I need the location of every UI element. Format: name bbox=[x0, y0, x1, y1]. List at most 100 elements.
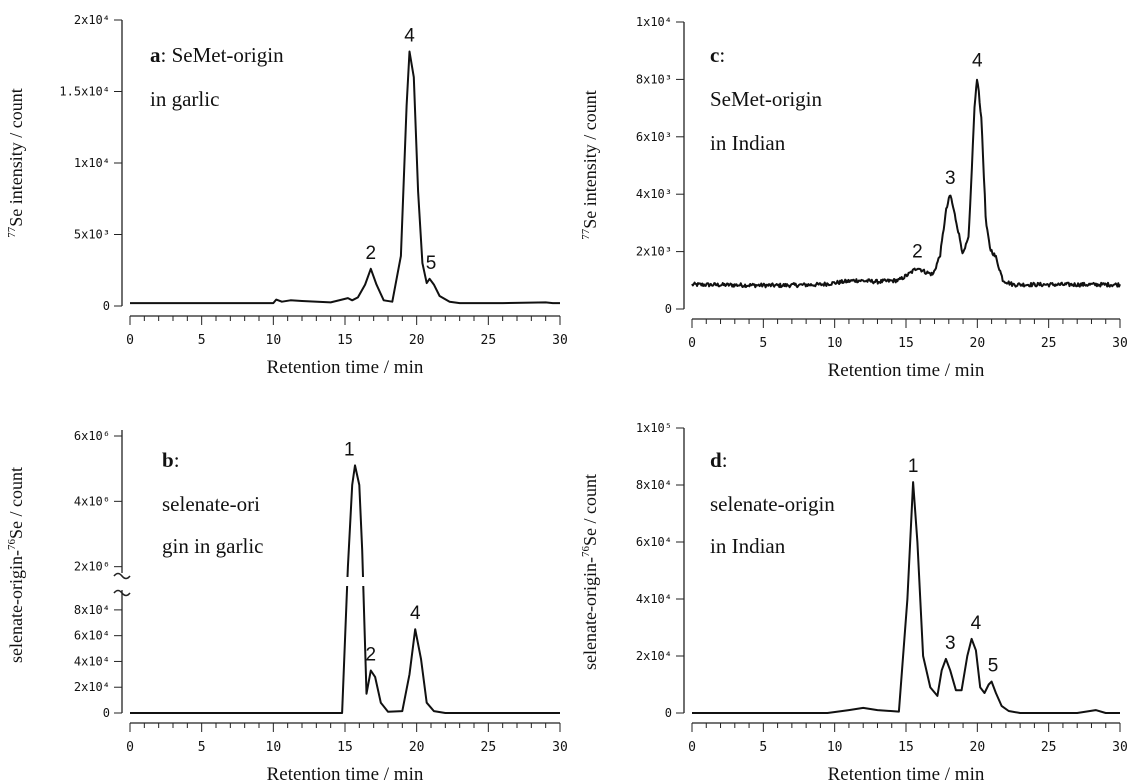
x-tick-label: 30 bbox=[1112, 740, 1128, 755]
y-tick-label: 0 bbox=[103, 706, 110, 720]
y-tick-label: 4x10⁴ bbox=[74, 654, 110, 668]
y-tick-label: 1x10⁵ bbox=[636, 421, 672, 435]
panel-letter: a bbox=[150, 43, 161, 67]
y-tick-label: 0 bbox=[103, 299, 110, 313]
x-axis-title: Retention time / min bbox=[828, 360, 985, 381]
x-axis-title: Retention time / min bbox=[267, 764, 424, 783]
peak-label-3: 3 bbox=[945, 633, 956, 654]
axis-break-mark bbox=[113, 589, 131, 597]
y-axis-title-text: Se intensity / count bbox=[6, 88, 26, 227]
y-axis-title-text: Se intensity / count bbox=[580, 90, 600, 229]
x-tick-label: 30 bbox=[552, 740, 568, 755]
chart-panel-b: 0 5 10 15 20 25 30 0 2x10⁴ 4x10⁴ 6x10⁴ 8x10⁴ 2x10⁶ 4x… bbox=[6, 429, 568, 783]
y-tick-label: 8x10⁴ bbox=[636, 478, 672, 492]
panel-label-line: in Indian bbox=[710, 534, 786, 558]
chromatogram-trace bbox=[691, 78, 1121, 289]
x-tick-label: 25 bbox=[1041, 740, 1057, 755]
y-axis-title-isotope: 76 bbox=[580, 546, 592, 558]
y-tick-label-upper: 4x10⁶ bbox=[74, 494, 110, 508]
x-tick-label: 25 bbox=[481, 333, 497, 348]
chart-panel-a: 0 5 10 15 20 25 3005x10³1x10⁴1.5x10⁴2x10⁴Reten… bbox=[6, 13, 568, 378]
y-axis-title: 77Se intensity / count bbox=[580, 90, 600, 240]
x-tick-label: 0 bbox=[688, 336, 696, 351]
panel-label-line: in Indian bbox=[710, 131, 786, 155]
axis-break-mark bbox=[113, 572, 131, 580]
y-axis-title-text: Se / count bbox=[580, 474, 600, 546]
peak-label-4: 4 bbox=[404, 25, 415, 46]
x-tick-label: 25 bbox=[481, 740, 497, 755]
peak-label-2: 2 bbox=[366, 243, 377, 264]
peak-label-4: 4 bbox=[971, 613, 982, 634]
x-tick-label: 0 bbox=[688, 740, 696, 755]
panel-label-line: d: bbox=[710, 448, 728, 472]
chart-panel-c: 0 5 10 15 20 25 30 0 2x10³ 4x10³ 6x10³ 8x10³ 1x10⁴ Re… bbox=[580, 15, 1128, 381]
x-tick-label: 15 bbox=[898, 740, 914, 755]
y-tick-label: 4x10³ bbox=[636, 187, 672, 201]
peak-label-1: 1 bbox=[908, 456, 919, 477]
y-tick-label: 1.5x10⁴ bbox=[59, 85, 110, 99]
y-axis-title-prefix: selenate-origin- bbox=[580, 557, 600, 670]
chromatogram-trace bbox=[692, 481, 1120, 714]
panel-label-line: a: SeMet-origin bbox=[150, 43, 284, 67]
y-axis-title-text: Se / count bbox=[6, 467, 26, 539]
y-tick-label: 6x10⁴ bbox=[636, 535, 672, 549]
peak-label-5: 5 bbox=[988, 656, 999, 677]
panel-letter: d bbox=[710, 448, 722, 472]
y-tick-label: 2x10⁴ bbox=[636, 649, 672, 663]
y-tick-label: 2x10³ bbox=[636, 245, 672, 259]
panel-label-text: : bbox=[719, 43, 725, 67]
y-axis-title-isotope: 76 bbox=[6, 539, 18, 551]
y-axis-title-isotope: 77 bbox=[6, 226, 18, 238]
y-axis-title: selenate-origin-76Se / count bbox=[580, 474, 600, 670]
x-tick-label: 25 bbox=[1041, 336, 1057, 351]
x-tick-label: 5 bbox=[759, 740, 767, 755]
peak-label-2: 2 bbox=[912, 241, 923, 262]
y-tick-label-upper: 6x10⁶ bbox=[74, 429, 110, 443]
y-axis-title: selenate-origin-76Se / count bbox=[6, 467, 26, 663]
axis-break-gap bbox=[345, 577, 366, 586]
x-axis-title: Retention time / min bbox=[828, 764, 985, 783]
y-tick-label: 2x10⁴ bbox=[74, 13, 110, 27]
panel-letter: b bbox=[162, 448, 174, 472]
x-tick-label: 15 bbox=[337, 740, 353, 755]
peak-label-4: 4 bbox=[410, 603, 421, 624]
x-tick-label: 5 bbox=[198, 740, 206, 755]
panel-label-line: b: bbox=[162, 448, 180, 472]
chart-panel-d: 0 5 10 15 20 25 3002x10⁴4x10⁴6x10⁴8x10⁴1x10⁵Re… bbox=[580, 421, 1128, 783]
peak-label-4: 4 bbox=[972, 51, 983, 72]
x-tick-label: 20 bbox=[970, 740, 986, 755]
y-tick-label: 4x10⁴ bbox=[636, 592, 672, 606]
panel-label-line: in garlic bbox=[150, 87, 219, 111]
peak-label-2: 2 bbox=[366, 644, 377, 665]
panel-label-text: : bbox=[722, 448, 728, 472]
y-tick-label: 2x10⁴ bbox=[74, 680, 110, 694]
y-tick-label: 6x10⁴ bbox=[74, 629, 110, 643]
x-tick-label: 5 bbox=[759, 336, 767, 351]
y-axis-title: 77Se intensity / count bbox=[6, 88, 26, 238]
panel-label-line: c: bbox=[710, 43, 725, 67]
x-tick-label: 0 bbox=[126, 333, 134, 348]
peak-label-1: 1 bbox=[344, 439, 355, 460]
panel-label-line: gin in garlic bbox=[162, 534, 263, 558]
panel-label-line: SeMet-origin bbox=[710, 87, 822, 111]
peak-label-5: 5 bbox=[426, 253, 437, 274]
y-axis-title-isotope: 77 bbox=[580, 228, 592, 240]
panel-letter: c bbox=[710, 43, 719, 67]
y-tick-label: 6x10³ bbox=[636, 130, 672, 144]
x-tick-label: 30 bbox=[552, 333, 568, 348]
x-tick-label: 20 bbox=[970, 336, 986, 351]
y-tick-label: 0 bbox=[665, 302, 672, 316]
panel-label-text: : bbox=[174, 448, 180, 472]
y-tick-label: 5x10³ bbox=[74, 228, 110, 242]
peak-label-3: 3 bbox=[945, 168, 956, 189]
y-tick-label-upper: 2x10⁶ bbox=[74, 560, 110, 574]
x-tick-label: 10 bbox=[266, 740, 282, 755]
x-tick-label: 10 bbox=[266, 333, 282, 348]
x-tick-label: 20 bbox=[409, 333, 425, 348]
chromatogram-trace bbox=[130, 50, 560, 305]
y-tick-label: 8x10³ bbox=[636, 72, 672, 86]
y-tick-label: 0 bbox=[665, 706, 672, 720]
panel-label-text: : SeMet-origin bbox=[161, 43, 285, 67]
x-tick-label: 30 bbox=[1112, 336, 1128, 351]
